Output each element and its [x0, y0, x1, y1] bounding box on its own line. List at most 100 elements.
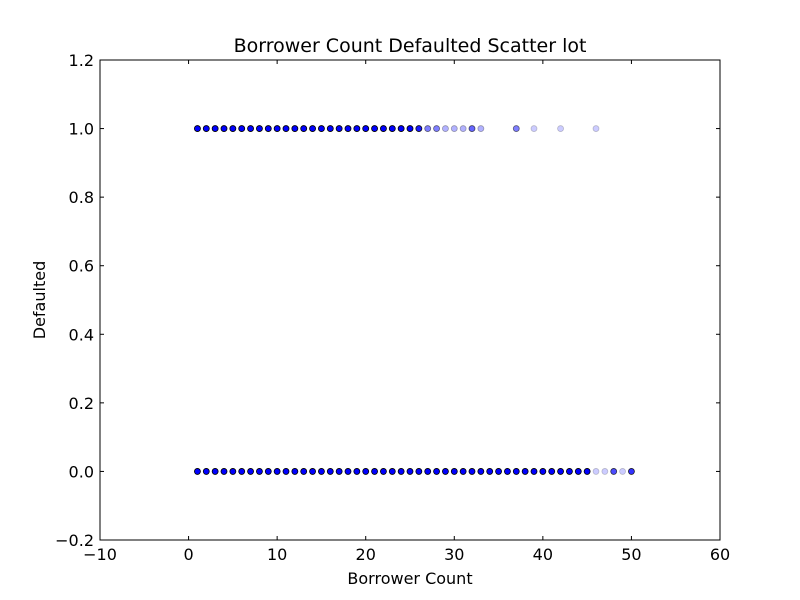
data-point-63 [424, 468, 432, 475]
data-point-54 [344, 468, 352, 475]
y-tick-label-5: 0.8 [69, 188, 94, 207]
plot-area-frame [99, 59, 721, 541]
data-point-55 [353, 468, 361, 475]
data-point-26 [424, 125, 432, 132]
data-point-36 [592, 125, 600, 132]
x-tick-label-0: −10 [83, 545, 117, 564]
data-point-85 [619, 468, 626, 475]
data-point-43 [247, 468, 254, 475]
data-point-35 [557, 125, 564, 132]
data-point-68 [468, 468, 476, 475]
data-point-51 [318, 468, 325, 475]
data-point-82 [592, 468, 600, 475]
data-point-37 [194, 468, 201, 475]
data-point-27 [433, 125, 440, 132]
data-point-38 [202, 468, 210, 475]
data-point-30 [459, 125, 467, 132]
data-point-78 [557, 468, 564, 475]
data-point-79 [566, 468, 573, 475]
data-point-45 [264, 468, 272, 475]
data-point-57 [371, 468, 378, 475]
data-point-5 [238, 125, 246, 132]
chart-title: Borrower Count Defaulted Scatter lot [234, 35, 587, 57]
data-point-10 [282, 125, 290, 132]
data-point-40 [220, 468, 228, 475]
data-point-28 [442, 125, 449, 132]
data-point-76 [539, 468, 547, 475]
data-point-0 [194, 125, 201, 132]
data-point-19 [362, 125, 370, 132]
data-point-21 [380, 125, 387, 132]
data-point-9 [273, 125, 281, 132]
data-point-72 [504, 468, 511, 475]
points-layer [194, 125, 635, 475]
data-point-2 [211, 125, 219, 132]
data-point-65 [442, 468, 449, 475]
data-point-39 [211, 468, 219, 475]
x-tick-label-6: 50 [621, 545, 641, 564]
data-point-86 [628, 468, 635, 475]
y-tick-label-6: 1.0 [69, 120, 94, 139]
data-point-6 [247, 125, 254, 132]
data-point-46 [273, 468, 281, 475]
x-tick-label-3: 20 [356, 545, 376, 564]
data-point-66 [450, 468, 458, 475]
data-point-4 [229, 125, 237, 132]
data-point-56 [362, 468, 370, 475]
data-point-14 [318, 125, 325, 132]
data-point-24 [406, 125, 414, 132]
x-tick-label-7: 60 [710, 545, 730, 564]
data-point-41 [229, 468, 237, 475]
y-tick-label-3: 0.4 [69, 325, 94, 344]
data-point-53 [335, 468, 343, 475]
data-point-71 [495, 468, 502, 475]
x-axis-label: Borrower Count [347, 569, 472, 588]
data-point-83 [601, 468, 609, 475]
x-tick-label-4: 30 [444, 545, 464, 564]
data-point-17 [344, 125, 352, 132]
y-axis-ticks: −0.2 0.0 0.2 0.4 0.6 0.8 1.0 1.2 [55, 51, 720, 550]
data-point-15 [326, 125, 334, 132]
data-point-29 [450, 125, 458, 132]
y-tick-label-2: 0.2 [69, 394, 94, 413]
data-point-58 [380, 468, 387, 475]
data-point-74 [521, 468, 529, 475]
data-point-80 [574, 468, 582, 475]
x-tick-label-2: 10 [267, 545, 287, 564]
data-point-70 [486, 468, 494, 475]
data-point-12 [300, 125, 308, 132]
data-point-3 [220, 125, 228, 132]
data-point-49 [300, 468, 308, 475]
x-axis-ticks: −10 0 10 20 30 40 50 60 [83, 60, 730, 564]
data-point-84 [610, 468, 618, 475]
data-point-64 [433, 468, 440, 475]
data-point-48 [291, 468, 299, 475]
data-point-25 [415, 125, 423, 132]
data-point-67 [459, 468, 467, 475]
y-tick-label-0: −0.2 [55, 531, 94, 550]
y-tick-label-4: 0.6 [69, 257, 94, 276]
data-point-75 [530, 468, 538, 475]
data-point-44 [256, 468, 263, 475]
x-tick-label-5: 40 [533, 545, 553, 564]
y-axis-label: Defaulted [30, 261, 49, 339]
data-point-7 [256, 125, 263, 132]
data-point-31 [468, 125, 476, 132]
data-point-42 [238, 468, 246, 475]
y-tick-label-1: 0.0 [69, 462, 94, 481]
data-point-62 [415, 468, 423, 475]
data-point-61 [406, 468, 414, 475]
data-point-13 [309, 125, 316, 132]
data-point-20 [371, 125, 378, 132]
data-point-47 [282, 468, 290, 475]
data-point-16 [335, 125, 343, 132]
data-point-22 [388, 125, 396, 132]
data-point-77 [548, 468, 556, 475]
x-tick-label-1: 0 [183, 545, 193, 564]
data-point-8 [264, 125, 272, 132]
data-point-69 [477, 468, 485, 475]
data-point-1 [202, 125, 210, 132]
data-point-33 [512, 125, 520, 132]
